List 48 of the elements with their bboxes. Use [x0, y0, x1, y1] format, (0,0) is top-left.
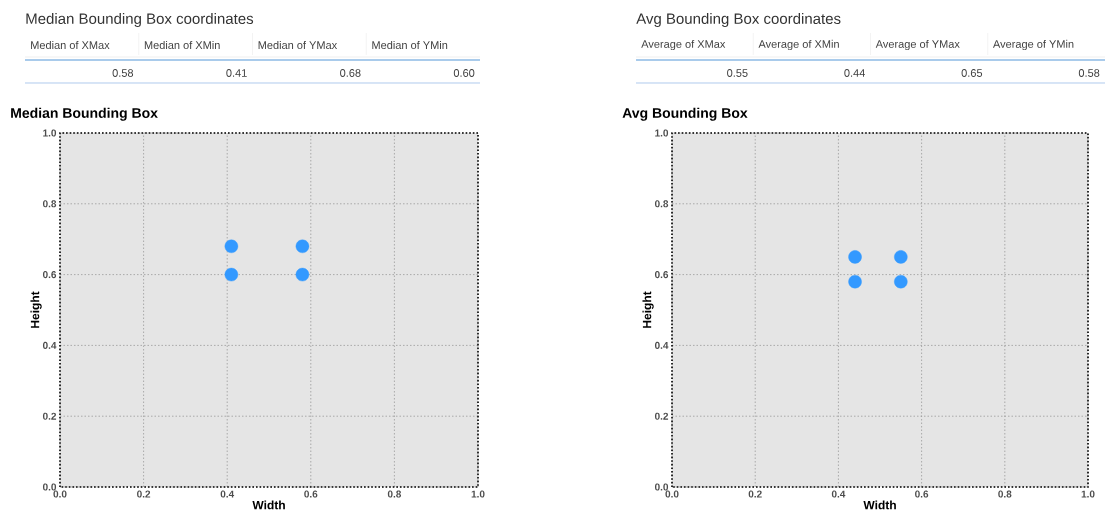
x-axis-title: Width [252, 500, 285, 510]
x-tick-label: 0.2 [748, 490, 762, 498]
x-tick-label: 0.4 [220, 490, 235, 498]
y-tick-label: 0.8 [654, 200, 669, 208]
x-tick-label: 1.0 [471, 490, 485, 498]
category-label: Median of YMax [258, 40, 338, 50]
text: 0.60 [453, 69, 475, 77]
chart-title: Median Bounding Box [11, 107, 158, 121]
category-label: Median of XMax [31, 40, 110, 50]
text: Avg Bounding Box coordinates [636, 13, 841, 27]
category-label: Average of XMax [641, 39, 726, 51]
text: 0.41 [226, 69, 247, 77]
x-tick-label: 0.4 [831, 490, 846, 498]
x-tick-label: 0.8 [998, 490, 1012, 498]
x-tick-label: 0.0 [665, 490, 679, 498]
y-tick-label: 1.0 [655, 129, 669, 137]
category-label: Median of YMin [372, 40, 448, 50]
y-tick-label: 0.0 [654, 483, 669, 491]
y-tick-label: 0.6 [654, 271, 669, 279]
chart-title: Avg Bounding Box [622, 107, 748, 121]
category-label: Average of YMax [875, 39, 960, 51]
x-axis-title: Width [863, 500, 896, 510]
y-tick-label: 0.8 [42, 200, 57, 208]
text: 0.65 [961, 69, 983, 77]
x-tick-label: 0.2 [137, 490, 151, 498]
y-tick-label: 0.0 [42, 483, 57, 491]
y-tick-label: 0.6 [42, 271, 57, 279]
y-tick-label: 1.0 [43, 129, 57, 137]
category-label: Average of XMin [758, 39, 839, 51]
y-axis-title: Height [30, 291, 42, 328]
y-tick-label: 0.2 [42, 412, 57, 420]
text: 0.68 [340, 69, 361, 77]
category-label: Median of XMin [144, 40, 220, 50]
text: Median Bounding Box coordinates [26, 13, 254, 27]
text: 0.44 [844, 69, 865, 77]
y-tick-label: 0.4 [42, 341, 57, 349]
text: 0.58 [112, 69, 134, 77]
x-tick-label: 0.6 [915, 490, 929, 498]
x-tick-label: 1.0 [1081, 490, 1095, 498]
x-tick-label: 0.0 [53, 490, 67, 498]
x-tick-label: 0.8 [387, 490, 402, 498]
x-tick-label: 0.6 [304, 490, 318, 498]
y-tick-label: 0.4 [654, 341, 669, 349]
text: 0.55 [727, 69, 748, 77]
y-axis-title: Height [642, 291, 654, 328]
y-tick-label: 0.2 [654, 412, 669, 420]
text: 0.58 [1078, 69, 1100, 77]
category-label: Average of YMin [992, 39, 1074, 51]
